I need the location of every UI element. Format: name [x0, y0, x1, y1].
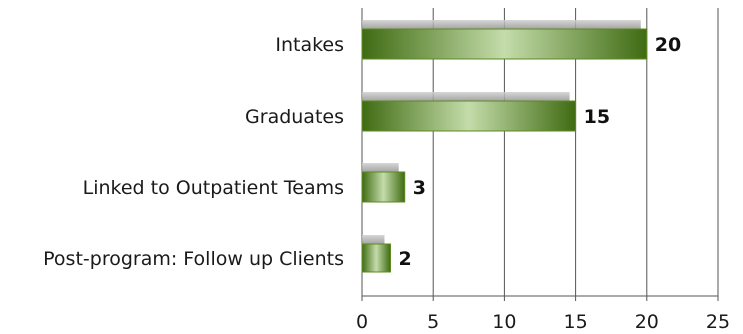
data-label: 2	[398, 248, 411, 270]
data-label: 3	[413, 177, 426, 199]
x-tick-label: 5	[427, 311, 439, 333]
category-label: Linked to Outpatient Teams	[83, 177, 344, 199]
bar-linked-to-outpatient-teams	[361, 171, 406, 203]
bar-intakes	[361, 28, 648, 60]
bar-graduates	[361, 100, 577, 132]
category-label: Graduates	[245, 106, 344, 128]
x-tick-label: 10	[492, 311, 516, 333]
labels: 0 5 10 15 20 25 20 Intakes 15 Graduates 3 Linked to…	[43, 34, 730, 333]
x-tick-label: 15	[564, 311, 588, 333]
x-tick-label: 20	[635, 311, 659, 333]
x-tick-label: 25	[706, 311, 730, 333]
data-label: 15	[584, 106, 610, 128]
category-label: Post-program: Follow up Clients	[43, 248, 344, 270]
x-tick-label: 0	[356, 311, 368, 333]
bars	[361, 20, 648, 273]
category-label: Intakes	[275, 34, 344, 56]
bar-shadow	[362, 20, 641, 30]
bar-shadow	[362, 163, 399, 173]
bar-shadow	[362, 235, 385, 245]
data-label: 20	[655, 34, 681, 56]
bar-shadow	[362, 92, 570, 102]
bar-post-program-follow-up-clients	[361, 243, 391, 273]
